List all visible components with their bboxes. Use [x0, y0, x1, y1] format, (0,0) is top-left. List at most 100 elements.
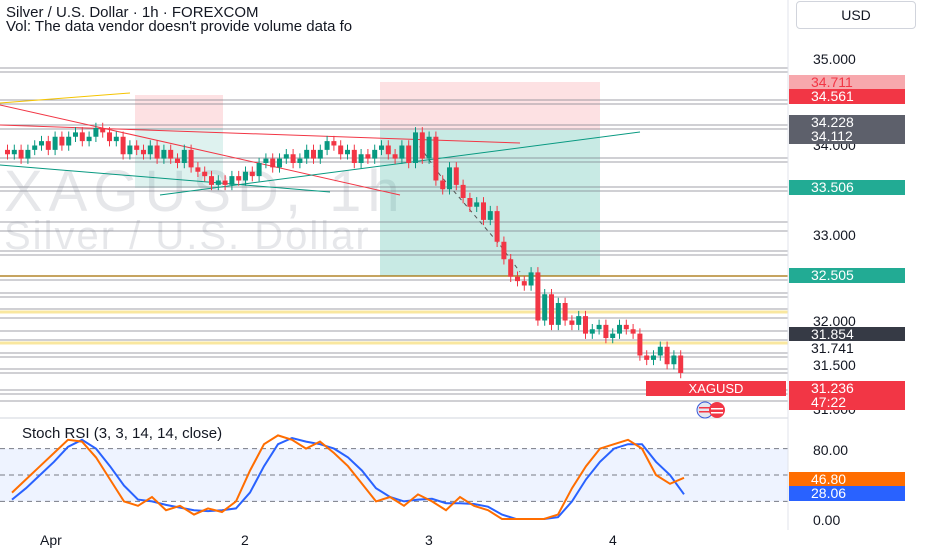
stoch-tick: 80.00 [813, 442, 849, 458]
time-tick: 3 [425, 532, 433, 548]
candle [229, 176, 235, 185]
us-flag-icon [696, 401, 725, 419]
candle [589, 329, 595, 334]
price-tick: 32.000 [813, 313, 856, 329]
candle [351, 149, 357, 163]
candle [5, 149, 10, 155]
candle [79, 132, 85, 142]
candle [555, 303, 561, 325]
candle [134, 145, 140, 150]
candle [18, 149, 24, 159]
candle [52, 136, 58, 150]
candle [249, 171, 255, 177]
candle [610, 333, 616, 338]
candle [372, 149, 378, 159]
candle [630, 329, 636, 334]
candle [141, 149, 146, 155]
candle [447, 167, 452, 190]
candle [345, 149, 350, 155]
candle [501, 241, 507, 260]
candle [154, 145, 160, 159]
candle [671, 355, 677, 365]
candle [385, 145, 391, 155]
candle [175, 158, 180, 163]
stoch-lines [11, 434, 685, 520]
candle [406, 145, 412, 163]
price-label-target1: 33.506 [789, 180, 905, 195]
candle [399, 145, 405, 159]
candle [107, 132, 112, 142]
price-tick: 33.000 [813, 227, 856, 243]
candle [66, 136, 72, 146]
candle [358, 154, 364, 163]
candle [678, 355, 684, 373]
candle [379, 145, 384, 150]
candle [338, 145, 344, 155]
support-line [0, 164, 331, 193]
candle [297, 158, 303, 163]
price-label-entry: 34.112 [789, 129, 905, 144]
candle [215, 180, 221, 185]
time-tick: 2 [241, 532, 249, 548]
stoch-d-label: 28.06 [789, 486, 905, 501]
symbol-tag: XAGUSD [646, 381, 786, 396]
candle [664, 346, 670, 365]
candle [365, 154, 371, 159]
candle [161, 149, 167, 159]
candle [168, 149, 174, 159]
stoch-rsi-label: Stoch RSI (3, 3, 14, 14, close) [22, 425, 223, 442]
price-label-stop: 34.561 [789, 89, 905, 104]
support-line [0, 92, 131, 104]
resistance-line [0, 124, 521, 144]
candle [521, 281, 527, 286]
candle [73, 132, 78, 137]
candle [59, 136, 65, 146]
candle [147, 145, 153, 155]
candle [25, 149, 31, 159]
price-label-high: 34.228 [789, 115, 905, 130]
candles [5, 122, 684, 379]
chart-title: Silver / U.S. Dollar · 1h · FOREXCOM [6, 4, 259, 21]
candle [657, 346, 663, 356]
stoch-tick: 0.00 [813, 512, 841, 528]
candle [562, 303, 568, 321]
candle [576, 316, 582, 325]
price-label-level: 31.854 [789, 327, 905, 342]
candle [11, 149, 17, 155]
price-label-target2: 32.505 [789, 268, 905, 283]
countdown-label: 47:22 [789, 395, 905, 410]
candle [528, 272, 534, 286]
candle [596, 324, 602, 330]
candle [93, 128, 99, 137]
candle [181, 149, 187, 163]
candle [188, 149, 194, 168]
candle [195, 167, 201, 172]
loss-zone [380, 82, 600, 130]
stoch-d-line [11, 436, 685, 520]
candle [617, 324, 622, 334]
candle [331, 141, 337, 146]
candle [515, 276, 520, 282]
candle [209, 176, 214, 185]
candle [222, 180, 228, 185]
candle [623, 324, 629, 330]
resistance-line [0, 104, 401, 196]
candle [440, 180, 446, 190]
price-tick: 31.500 [813, 357, 856, 373]
candle [433, 136, 439, 181]
stoch-k-line [11, 434, 685, 520]
candle [236, 176, 242, 181]
candle [127, 145, 133, 155]
candle [453, 167, 459, 185]
price-label-last: 31.236 [789, 381, 905, 396]
candle [494, 211, 500, 242]
candle [467, 198, 473, 207]
candle [426, 136, 432, 159]
candle [487, 211, 493, 220]
currency-button[interactable]: USD [796, 1, 916, 29]
candle [474, 202, 480, 207]
candle [304, 149, 310, 159]
price-label-level2: 31.741 [789, 341, 905, 356]
price-tick: 35.000 [813, 51, 856, 67]
